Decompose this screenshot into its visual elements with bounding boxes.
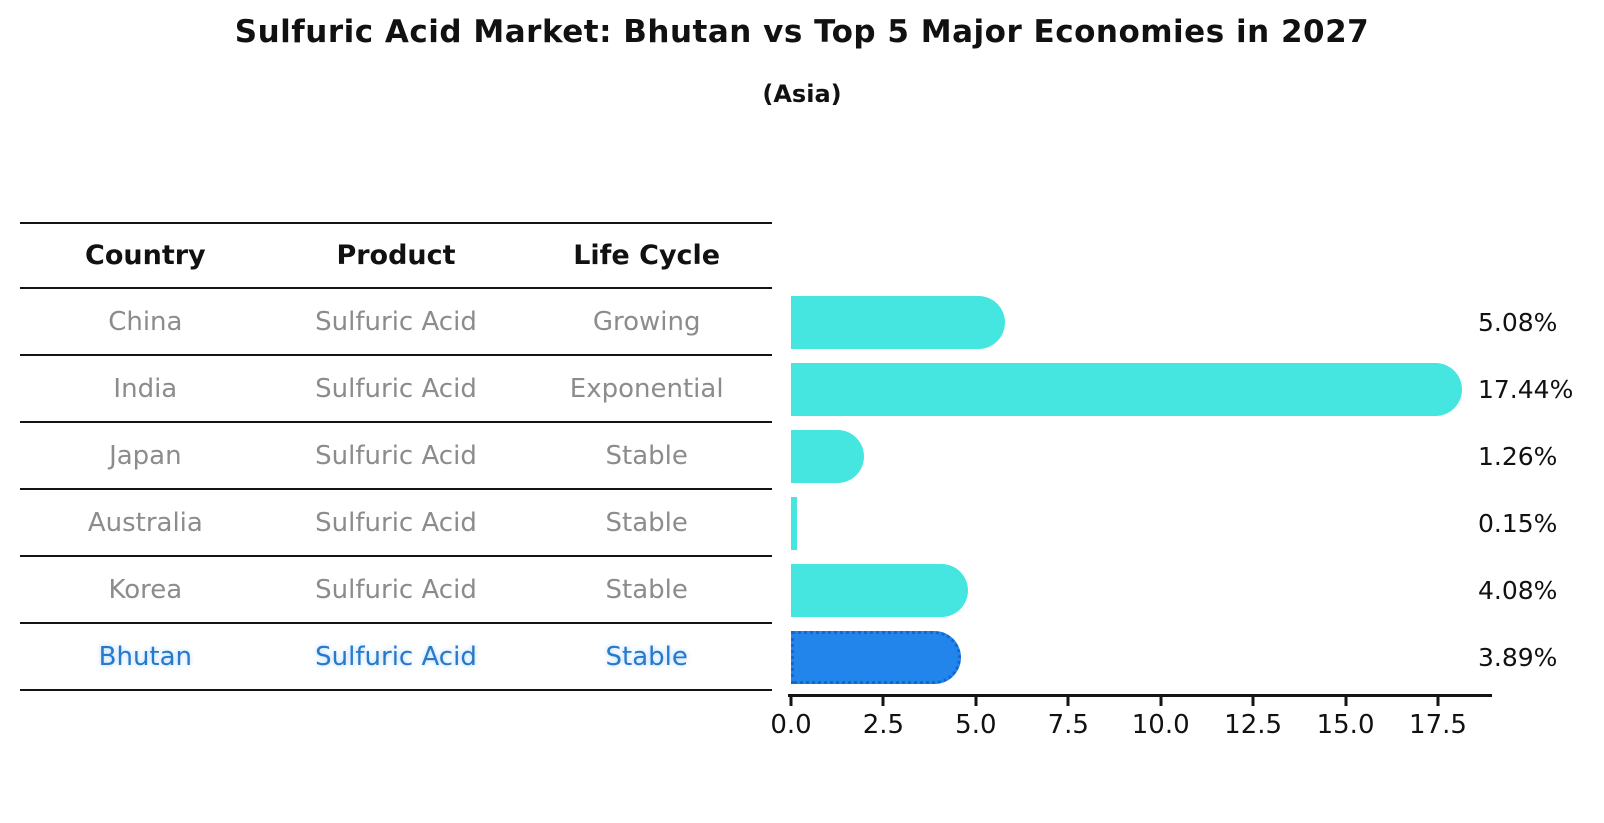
cell-country: Bhutan [98, 641, 193, 672]
x-axis-tick [1436, 697, 1440, 706]
value-label: 3.89% [1478, 643, 1558, 672]
x-axis-tick [1159, 697, 1163, 706]
table-chart-rows: Country Product Life Cycle China Sulfuric… [0, 222, 1604, 691]
x-axis-tick-label: 5.0 [955, 710, 997, 740]
table-row: Korea Sulfuric Acid Stable 4.08% [0, 557, 1604, 624]
table-row-cells: Bhutan Sulfuric Acid Stable [20, 624, 772, 691]
cell-product: Sulfuric Acid [315, 306, 477, 337]
table-header-row: Country Product Life Cycle [0, 222, 1604, 289]
table-header: Country Product Life Cycle [20, 222, 772, 289]
column-header-product: Product [336, 240, 456, 271]
bar [791, 564, 968, 617]
chart-subtitle: (Asia) [762, 80, 842, 108]
value-label: 4.08% [1478, 576, 1558, 605]
cell-country: China [108, 306, 183, 337]
cell-country: Japan [109, 440, 182, 471]
cell-product: Sulfuric Acid [315, 373, 477, 404]
bar [791, 497, 797, 550]
cell-country: Korea [108, 574, 183, 605]
cell-life-cycle: Stable [605, 574, 688, 605]
table-row: China Sulfuric Acid Growing 5.08% [0, 289, 1604, 356]
table-row: India Sulfuric Acid Exponential 17.44% [0, 356, 1604, 423]
cell-life-cycle: Stable [605, 440, 688, 471]
x-axis-tick [789, 697, 793, 706]
table-row: Japan Sulfuric Acid Stable 1.26% [0, 423, 1604, 490]
x-axis-tick-label: 7.5 [1047, 710, 1089, 740]
table-row-cells: Japan Sulfuric Acid Stable [20, 423, 772, 490]
x-axis-tick [1066, 697, 1070, 706]
cell-product: Sulfuric Acid [315, 574, 477, 605]
table-row-cells: Australia Sulfuric Acid Stable [20, 490, 772, 557]
bar [791, 296, 1005, 349]
cell-product: Sulfuric Acid [315, 641, 477, 672]
table-row: Australia Sulfuric Acid Stable 0.15% [0, 490, 1604, 557]
bar [791, 363, 1462, 416]
cell-country: India [113, 373, 178, 404]
cell-life-cycle: Stable [605, 641, 688, 672]
value-label: 0.15% [1478, 509, 1558, 538]
value-label: 1.26% [1478, 442, 1558, 471]
chart-title: Sulfuric Acid Market: Bhutan vs Top 5 Ma… [234, 14, 1370, 50]
value-label: 5.08% [1478, 308, 1558, 337]
x-axis: 0.0 2.5 5.0 7.5 10.0 12.5 15.0 17.5 [770, 694, 1492, 740]
x-axis-tick [1251, 697, 1255, 706]
table-row-cells: India Sulfuric Acid Exponential [20, 356, 772, 423]
x-axis-tick-label: 10.0 [1131, 710, 1190, 740]
x-axis-tick-label: 12.5 [1224, 710, 1283, 740]
x-axis-tick-label: 2.5 [862, 710, 905, 740]
x-axis-tick [881, 697, 885, 706]
value-label: 17.44% [1478, 375, 1574, 404]
bar [791, 430, 864, 483]
x-axis-tick-label: 0.0 [770, 710, 812, 740]
table-row-cells: China Sulfuric Acid Growing [20, 289, 772, 356]
cell-country: Australia [87, 507, 203, 538]
cell-life-cycle: Growing [592, 306, 701, 337]
x-axis-tick [1344, 697, 1348, 706]
cell-product: Sulfuric Acid [315, 440, 477, 471]
column-header-country: Country [85, 240, 206, 271]
x-axis-tick [974, 697, 978, 706]
table-row-cells: Korea Sulfuric Acid Stable [20, 557, 772, 624]
table-row-highlighted: Bhutan Sulfuric Acid Stable 3.89% [0, 624, 1604, 691]
x-axis-tick-label: 15.0 [1316, 710, 1375, 740]
bar-highlighted [791, 631, 961, 684]
cell-product: Sulfuric Acid [315, 507, 477, 538]
x-axis-tick-label: 17.5 [1409, 710, 1467, 740]
cell-life-cycle: Stable [605, 507, 688, 538]
cell-life-cycle: Exponential [569, 373, 724, 404]
column-header-life-cycle: Life Cycle [573, 240, 721, 271]
